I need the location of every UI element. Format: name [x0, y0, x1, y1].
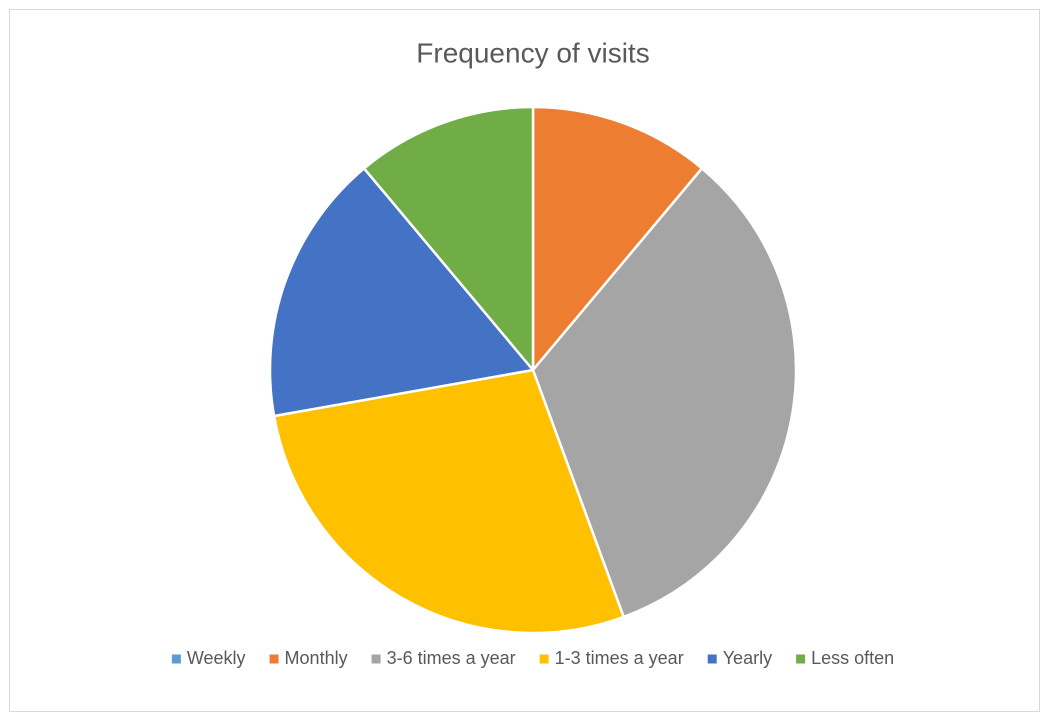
pie-slice — [531, 167, 798, 619]
pie — [268, 105, 798, 635]
legend-swatch — [707, 654, 717, 664]
pie-slice — [272, 368, 625, 635]
legend-label: 3-6 times a year — [387, 648, 516, 668]
legend-label: 1-3 times a year — [555, 648, 684, 668]
legend: Weekly Monthly 3-6 times a year 1-3 times a… — [171, 648, 894, 668]
legend-label: Yearly — [723, 648, 772, 668]
legend-label: Less often — [811, 648, 894, 668]
legend-swatch — [269, 654, 279, 664]
legend-label: Monthly — [285, 648, 348, 668]
chart-title: Frequency of visits — [416, 37, 649, 68]
legend-swatch — [371, 654, 381, 664]
legend-label: Weekly — [187, 648, 246, 668]
pie-slice — [362, 105, 535, 372]
pie-slice — [268, 167, 535, 418]
legend-swatch — [539, 654, 549, 664]
pie-slice — [531, 105, 704, 372]
legend-swatch — [171, 654, 181, 664]
legend-swatch — [796, 654, 806, 664]
